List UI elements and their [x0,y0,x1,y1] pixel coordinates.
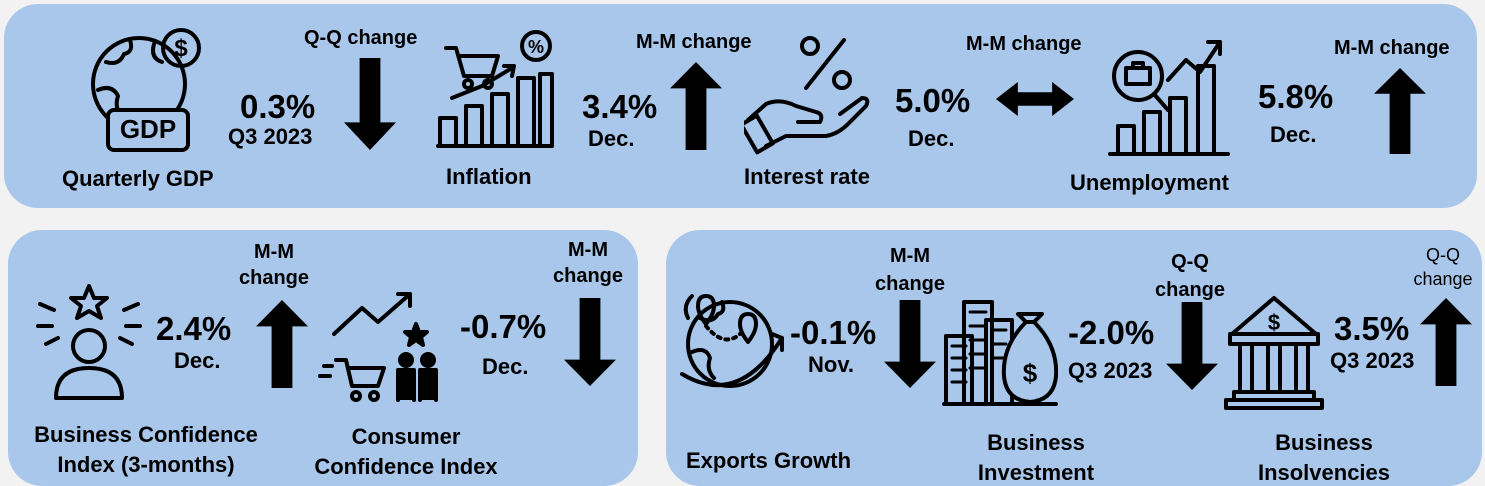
ins-label-1: Business [1275,430,1373,455]
up-arrow-icon [1374,68,1426,154]
svg-text:$: $ [1023,358,1038,388]
exp-period: Nov. [808,352,855,377]
bci-label-1: Business Confidence [34,422,258,447]
up-arrow-icon [256,300,308,388]
infl-period: Dec. [588,126,635,151]
bank-dollar-icon: $ [1224,292,1324,410]
down-arrow-icon [884,300,936,388]
cci-value: -0.7% [460,308,547,345]
down-arrow-icon [564,298,616,386]
inv-label-2: Investment [977,460,1095,485]
infl-value: 3.4% [582,88,658,125]
cci-period: Dec. [482,354,529,379]
economy-panel [4,4,1477,208]
ins-period: Q3 2023 [1330,348,1415,373]
ins-change-label-2: change [1413,269,1473,289]
exp-value: -0.1% [790,314,877,351]
exp-label: Exports Growth [686,448,852,473]
rate-period: Dec. [908,126,955,151]
unemp-label: Unemployment [1070,170,1229,195]
cci-change-label-1: M-M [568,239,608,261]
trade-business-panel [666,230,1482,486]
rate-value: 5.0% [895,82,971,119]
svg-text:$: $ [174,35,188,62]
inv-period: Q3 2023 [1068,358,1153,383]
svg-text:%: % [528,37,544,57]
down-arrow-icon [1166,302,1218,390]
person-star-icon [36,282,142,402]
inv-value: -2.0% [1068,314,1155,351]
up-arrow-icon [1420,298,1472,386]
gdp-icon-text: GDP [119,114,177,144]
ins-label-2: Insolvencies [1257,460,1391,485]
down-arrow-icon [344,58,396,150]
gdp-period: Q3 2023 [228,124,313,149]
cci-label-2: Confidence Index [314,454,498,479]
cci-change-label-2: change [552,265,624,287]
briefcase-chart-icon [1108,36,1230,156]
gdp-label: Quarterly GDP [62,166,214,191]
ins-value: 3.5% [1334,310,1410,347]
inv-label-1: Business [987,430,1085,455]
exp-change-label-1: M-M [890,245,930,267]
shopping-cart-chart-icon: % [432,28,558,152]
up-arrow-icon [670,62,722,150]
rate-change-label: M-M change [966,33,1082,55]
gdp-change-label: Q-Q change [304,27,418,49]
svg-text:$: $ [1268,310,1280,335]
gdp-value: 0.3% [240,88,316,125]
hand-percent-icon [744,34,872,156]
bci-period: Dec. [174,348,221,373]
cci-label-1: Consumer [351,424,461,449]
rate-label: Interest rate [744,164,870,189]
inv-change-label-1: Q-Q [1171,251,1209,273]
unemp-change-label: M-M change [1334,37,1450,59]
confidence-panel [8,230,638,486]
unemp-period: Dec. [1270,122,1317,147]
left-right-arrow-icon [996,82,1074,116]
buildings-moneybag-icon: $ [942,296,1058,408]
ins-change-label-1: Q-Q [1426,245,1460,265]
unemp-value: 5.8% [1258,78,1334,115]
globe-gdp-icon: $ GDP [84,24,214,152]
exp-change-label-2: change [874,273,946,295]
bci-change-label-1: M-M [254,241,294,263]
consumers-cart-icon [316,288,440,408]
bci-change-label-2: change [238,267,310,289]
infl-change-label: M-M change [636,31,752,53]
bci-label-2: Index (3-months) [57,452,235,477]
bci-value: 2.4% [156,310,232,347]
globe-route-icon [678,288,790,400]
infl-label: Inflation [446,164,532,189]
inv-change-label-2: change [1154,279,1226,301]
